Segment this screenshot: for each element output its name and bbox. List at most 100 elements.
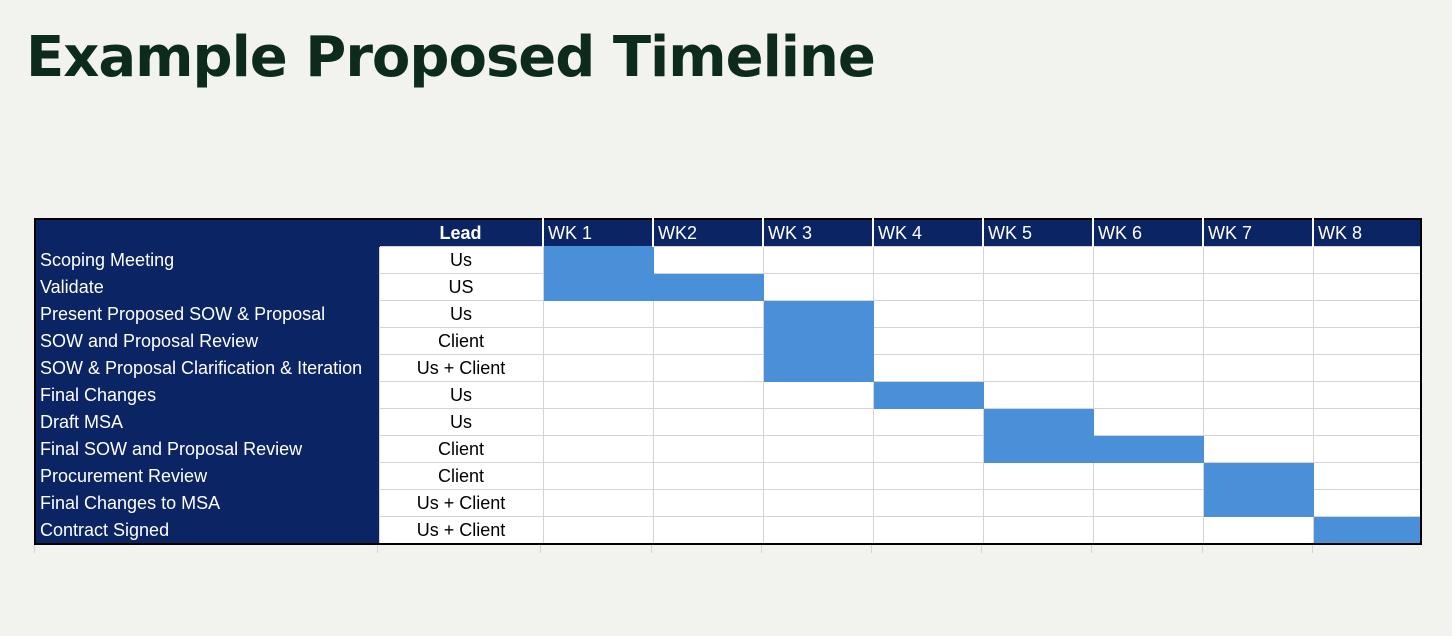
task-lead: Us + Client bbox=[378, 516, 544, 545]
gantt-bar-cell bbox=[542, 246, 654, 274]
week-header: WK 3 bbox=[762, 219, 873, 247]
task-lead: Us bbox=[378, 408, 544, 436]
gantt-empty-cell bbox=[652, 516, 764, 545]
gantt-empty-cell bbox=[652, 462, 764, 490]
week-header: WK2 bbox=[652, 219, 763, 247]
gantt-empty-cell bbox=[652, 300, 764, 328]
task-name: Contract Signed bbox=[35, 516, 379, 544]
gantt-empty-cell bbox=[872, 354, 984, 382]
task-name: Scoping Meeting bbox=[35, 246, 379, 274]
task-lead: Client bbox=[378, 327, 544, 355]
week-header: WK 7 bbox=[1202, 219, 1313, 247]
task-name: SOW and Proposal Review bbox=[35, 327, 379, 355]
gantt-empty-cell bbox=[1202, 435, 1314, 463]
gantt-empty-cell bbox=[872, 246, 984, 274]
task-name: Final Changes bbox=[35, 381, 379, 409]
gantt-empty-cell bbox=[762, 246, 874, 274]
gantt-empty-cell bbox=[1202, 516, 1314, 545]
gantt-empty-cell bbox=[542, 462, 654, 490]
table-row: Draft MSA Us bbox=[35, 408, 1422, 436]
gantt-empty-cell bbox=[1312, 273, 1422, 301]
gantt-empty-cell bbox=[652, 408, 764, 436]
gantt-empty-cell bbox=[1312, 489, 1422, 517]
gantt-empty-cell bbox=[1092, 408, 1204, 436]
task-name: SOW & Proposal Clarification & Iteration bbox=[35, 354, 379, 382]
gantt-bar-cell bbox=[1092, 435, 1204, 463]
gantt-empty-cell bbox=[762, 516, 874, 545]
gantt-empty-cell bbox=[1312, 246, 1422, 274]
table-row: SOW & Proposal Clarification & Iteration… bbox=[35, 354, 1422, 382]
gantt-empty-cell bbox=[1092, 273, 1204, 301]
gantt-empty-cell bbox=[1312, 354, 1422, 382]
gantt-bar-cell bbox=[762, 354, 874, 382]
table-row: Scoping Meeting Us bbox=[35, 246, 1422, 274]
table-row: SOW and Proposal Review Client bbox=[35, 327, 1422, 355]
task-name: Procurement Review bbox=[35, 462, 379, 490]
gantt-empty-cell bbox=[1312, 327, 1422, 355]
gantt-empty-cell bbox=[652, 246, 764, 274]
gantt-empty-cell bbox=[1202, 300, 1314, 328]
gantt-empty-cell bbox=[762, 408, 874, 436]
gantt-empty-cell bbox=[652, 435, 764, 463]
gantt-empty-cell bbox=[872, 273, 984, 301]
gantt-bar-cell bbox=[982, 408, 1094, 436]
gantt-empty-cell bbox=[1202, 381, 1314, 409]
gantt-empty-cell bbox=[542, 435, 654, 463]
gantt-bar-cell bbox=[872, 381, 984, 409]
gantt-bar-cell bbox=[1202, 489, 1314, 517]
gantt-bar-cell bbox=[652, 273, 764, 301]
gantt-empty-cell bbox=[872, 516, 984, 545]
gantt-empty-cell bbox=[1092, 246, 1204, 274]
gantt-empty-cell bbox=[982, 273, 1094, 301]
gantt-empty-cell bbox=[1312, 381, 1422, 409]
gantt-empty-cell bbox=[982, 327, 1094, 355]
gantt-empty-cell bbox=[762, 462, 874, 490]
gantt-empty-cell bbox=[872, 408, 984, 436]
gantt-empty-cell bbox=[1202, 327, 1314, 355]
gantt-empty-cell bbox=[1092, 462, 1204, 490]
gantt-empty-cell bbox=[652, 381, 764, 409]
gantt-empty-cell bbox=[872, 435, 984, 463]
lead-header: Lead bbox=[379, 219, 543, 247]
gantt-empty-cell bbox=[872, 489, 984, 517]
gantt-empty-cell bbox=[1202, 354, 1314, 382]
gantt-empty-cell bbox=[872, 327, 984, 355]
gantt-empty-cell bbox=[542, 327, 654, 355]
gantt-empty-cell bbox=[762, 435, 874, 463]
gantt-empty-cell bbox=[542, 354, 654, 382]
gantt-empty-cell bbox=[1312, 300, 1422, 328]
table-row: Final Changes to MSA Us + Client bbox=[35, 489, 1422, 517]
gantt-bar-cell bbox=[762, 300, 874, 328]
gantt-empty-cell bbox=[982, 381, 1094, 409]
gantt-empty-cell bbox=[872, 462, 984, 490]
task-lead: US bbox=[378, 273, 544, 301]
gantt-empty-cell bbox=[872, 300, 984, 328]
task-lead: Us bbox=[378, 246, 544, 274]
gantt-empty-cell bbox=[1092, 354, 1204, 382]
gantt-bar-cell bbox=[542, 273, 654, 301]
table-row: Final Changes Us bbox=[35, 381, 1422, 409]
gantt-empty-cell bbox=[982, 246, 1094, 274]
gantt-empty-cell bbox=[1092, 489, 1204, 517]
gantt-empty-cell bbox=[982, 489, 1094, 517]
gantt-empty-cell bbox=[1092, 381, 1204, 409]
task-lead: Client bbox=[378, 435, 544, 463]
table-row: Validate US bbox=[35, 273, 1422, 301]
week-header: WK 8 bbox=[1312, 219, 1421, 247]
gantt-empty-cell bbox=[1202, 408, 1314, 436]
gantt-empty-cell bbox=[1312, 462, 1422, 490]
gantt-bar-cell bbox=[762, 327, 874, 355]
gantt-empty-cell bbox=[542, 489, 654, 517]
gantt-empty-cell bbox=[1312, 435, 1422, 463]
gantt-empty-cell bbox=[1202, 246, 1314, 274]
table-row: Procurement Review Client bbox=[35, 462, 1422, 490]
gantt-empty-cell bbox=[542, 381, 654, 409]
task-name: Draft MSA bbox=[35, 408, 379, 436]
task-lead: Us bbox=[378, 300, 544, 328]
task-lead: Us + Client bbox=[378, 489, 544, 517]
gantt-empty-cell bbox=[762, 273, 874, 301]
task-lead: Client bbox=[378, 462, 544, 490]
week-header: WK 4 bbox=[872, 219, 983, 247]
gantt-empty-cell bbox=[1312, 408, 1422, 436]
gantt-empty-cell bbox=[542, 300, 654, 328]
